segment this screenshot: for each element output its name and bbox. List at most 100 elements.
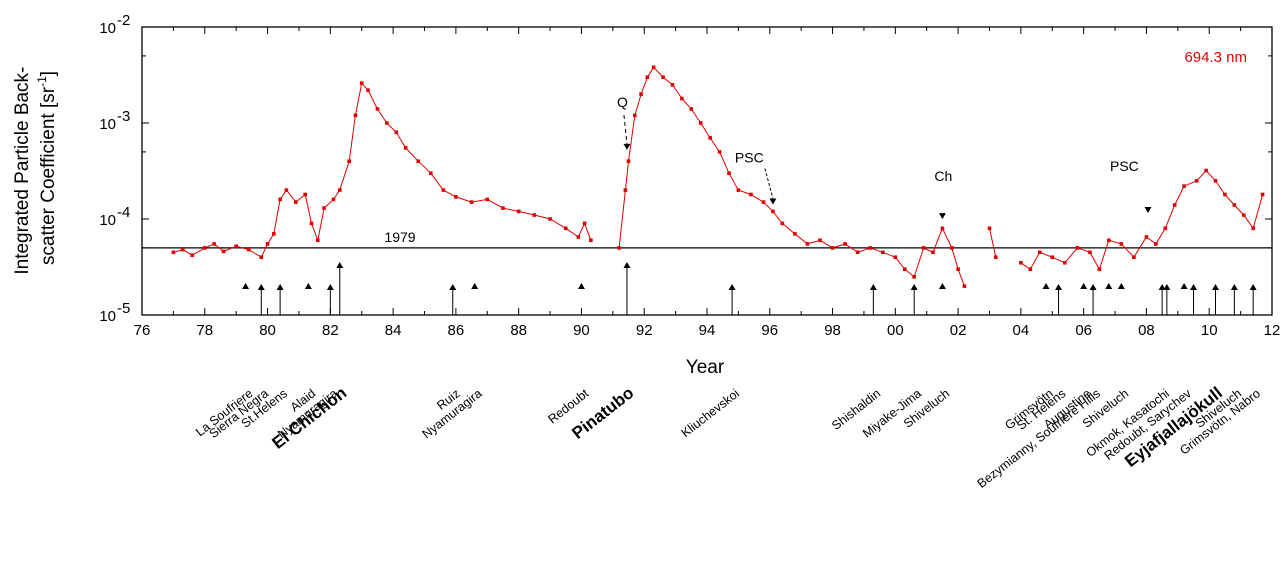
- annotation-leader-1: [764, 168, 774, 199]
- data-point-11: [278, 197, 282, 202]
- data-point-41: [589, 238, 593, 243]
- data-point-86: [1075, 246, 1080, 250]
- data-point-98: [1204, 168, 1208, 173]
- data-point-82: [1028, 267, 1033, 271]
- x-tick-label-8: 92: [636, 322, 653, 339]
- x-tick-label-14: 04: [1013, 322, 1030, 339]
- eruption-arrow-head-25: [1230, 284, 1238, 290]
- x-tick-label-6: 88: [510, 322, 527, 339]
- data-point-40: [582, 221, 587, 226]
- data-point-80: [993, 255, 998, 260]
- data-point-0: [171, 250, 176, 255]
- data-point-90: [1119, 242, 1124, 246]
- annotation-label-0: Q: [617, 94, 628, 110]
- data-point-54: [708, 136, 712, 140]
- y-tick-label-3: 10: [99, 20, 116, 37]
- data-point-101: [1232, 203, 1237, 207]
- series-line-0: [173, 66, 1264, 287]
- annotation-leader-0: [623, 114, 628, 144]
- data-point-70: [893, 255, 898, 260]
- data-point-97: [1194, 178, 1199, 183]
- data-point-61: [780, 221, 785, 226]
- data-point-37: [548, 217, 552, 221]
- data-point-91: [1132, 255, 1136, 260]
- data-point-89: [1106, 238, 1111, 243]
- data-point-73: [921, 246, 926, 250]
- data-point-67: [855, 250, 860, 255]
- x-tick-label-13: 02: [950, 322, 967, 339]
- y-tick-label-2: 10: [99, 116, 116, 133]
- data-point-55: [717, 150, 722, 154]
- y-axis-title-line2-text: scatter Coefficient [sr: [38, 86, 59, 265]
- y-tick-exp-0: -5: [117, 300, 130, 317]
- data-point-3: [202, 246, 207, 250]
- plot-area: 1979 Q PSC Ch PSC: [142, 65, 1272, 315]
- data-point-12: [284, 188, 289, 192]
- eruption-marker-19: [1117, 283, 1125, 289]
- data-point-44: [626, 159, 631, 164]
- eruption-arrow-head-12: [910, 284, 918, 290]
- data-point-58: [749, 192, 753, 197]
- data-point-96: [1182, 184, 1186, 188]
- x-tick-label-12: 00: [887, 322, 904, 339]
- eruption-arrow-head-17: [1089, 284, 1097, 290]
- eruption-arrow-head-1: [257, 284, 265, 290]
- data-point-15: [309, 221, 314, 226]
- data-point-30: [441, 188, 446, 192]
- data-point-71: [902, 267, 907, 271]
- data-point-34: [501, 206, 505, 210]
- eruption-arrow-head-24: [1212, 284, 1219, 290]
- data-point-85: [1063, 260, 1067, 265]
- x-tick-label-18: 12: [1264, 322, 1281, 339]
- annotation-label-1: PSC: [735, 149, 764, 165]
- data-point-26: [394, 130, 399, 135]
- data-point-84: [1050, 255, 1055, 260]
- data-point-28: [416, 159, 421, 164]
- annotation-arrow-3: [1144, 207, 1152, 214]
- annotation-arrow-1: [769, 198, 777, 205]
- volcano-label-10: Kliuchevskoi: [679, 386, 742, 440]
- data-point-16: [315, 238, 320, 243]
- data-point-99: [1213, 178, 1218, 183]
- data-point-6: [234, 244, 238, 249]
- data-point-20: [347, 159, 351, 164]
- eruption-arrow-head-26: [1249, 284, 1257, 290]
- data-point-92: [1144, 235, 1149, 239]
- x-tick-label-7: 90: [573, 322, 590, 339]
- eruption-arrow-head-10: [728, 284, 736, 290]
- eruption-arrow-head-20: [1158, 284, 1166, 290]
- data-point-102: [1241, 213, 1246, 217]
- data-point-69: [880, 250, 885, 255]
- data-point-46: [639, 92, 643, 96]
- eruption-marker-22: [1180, 283, 1188, 289]
- data-point-2: [190, 253, 195, 257]
- eruption-arrow-head-23: [1190, 284, 1198, 290]
- data-point-48: [651, 65, 656, 70]
- eruption-arrow-head-9: [623, 262, 631, 268]
- eruption-arrow-head-4: [326, 284, 334, 290]
- data-point-4: [212, 242, 216, 246]
- y-tick-label-0: 10: [99, 308, 116, 325]
- eruption-arrow-head-15: [1055, 284, 1063, 290]
- reference-line-label: 1979: [384, 229, 415, 245]
- eruption-marker-3: [304, 283, 312, 289]
- data-point-42: [617, 246, 621, 250]
- data-point-87: [1088, 250, 1092, 255]
- data-point-1: [181, 247, 185, 252]
- data-point-57: [736, 188, 741, 192]
- data-point-22: [359, 81, 364, 85]
- data-point-50: [670, 82, 675, 87]
- y-axis-title-close: ]: [38, 71, 59, 76]
- x-tick-label-10: 96: [761, 322, 778, 339]
- data-point-45: [633, 113, 637, 118]
- data-point-27: [403, 146, 408, 150]
- eruption-arrow-head-21: [1163, 284, 1171, 290]
- data-point-88: [1097, 267, 1102, 271]
- x-tick-label-15: 06: [1075, 322, 1092, 339]
- data-point-100: [1223, 192, 1227, 197]
- data-point-66: [843, 242, 847, 246]
- plot-frame: [141, 26, 1273, 316]
